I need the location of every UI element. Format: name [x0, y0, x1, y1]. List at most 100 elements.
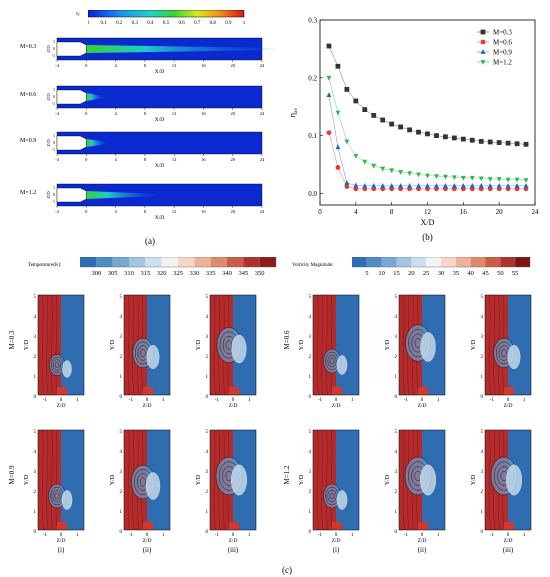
eta-colorbar-tick: 0: [88, 21, 90, 26]
x-tick-label: 1: [523, 398, 526, 403]
streamline: [330, 429, 333, 531]
temperature-half: [38, 430, 61, 530]
x-axis-label: Z/D: [332, 538, 341, 544]
vortex-lobe: [231, 334, 247, 364]
row-label: M=0.9: [20, 138, 37, 144]
y-tick-label: 3: [481, 335, 484, 340]
y-axis-label: Y/D: [299, 339, 305, 350]
data-point: [480, 49, 486, 54]
vortex-lobe: [146, 344, 160, 370]
x-tick-label: 0: [232, 398, 235, 403]
x-tick-label: 4: [114, 63, 117, 68]
y-tick-label: 0: [395, 395, 398, 400]
data-point: [362, 107, 368, 113]
eta-colorbar-tick: 0.4: [147, 21, 154, 26]
data-point: [434, 133, 439, 139]
vortex-contour: [52, 489, 62, 503]
data-point: [398, 124, 404, 130]
data-point: [425, 131, 430, 137]
temperature-colorbar-segment: [227, 257, 244, 267]
eta-contour-plot: -4 0 4 8 12 16 20 24 X/D 1 0 -1Z/D: [46, 183, 265, 220]
streamline: [321, 294, 324, 396]
plot-frame: [484, 429, 532, 531]
y-axis-label: Y/D: [196, 339, 202, 350]
y-tick-label: 0: [53, 94, 55, 99]
x-tick-label: 0: [421, 533, 424, 538]
y-tick-label: 0: [395, 530, 398, 535]
contour-plot: 5 4 3 2 1 0 -1 0 1 Z/D Y/D: [110, 294, 171, 409]
y-tick-label: 5: [34, 430, 37, 435]
x-axis-label: Z/D: [57, 538, 66, 544]
streamline: [51, 429, 53, 531]
x-tick-label: 20: [230, 157, 235, 162]
x-tick-label: 1: [76, 533, 79, 538]
x-tick-label: 1: [351, 398, 354, 403]
temperature-colorbar-segment: [80, 257, 97, 267]
vorticity-half: [61, 295, 84, 395]
data-point: [389, 183, 395, 188]
y-tick-label: 0: [34, 395, 37, 400]
y-axis-label: Y/D: [24, 339, 30, 350]
x-tick-label: 20: [230, 209, 235, 214]
y-tick-label: 1: [120, 510, 123, 515]
y-tick-label: 4: [34, 450, 37, 455]
y-axis-label: Y/D: [299, 474, 305, 485]
vorticity-half: [61, 430, 84, 530]
vortex-core: [323, 484, 341, 508]
x-tick-label: 0: [146, 533, 149, 538]
y-tick-label: 0: [481, 395, 484, 400]
vortex-lobe: [336, 355, 348, 375]
x-tick-label: -1: [490, 533, 495, 538]
x-tick-label: 0: [232, 533, 235, 538]
x-axis-label: X/D: [155, 117, 165, 122]
temperature-colorbar-tick: 350: [255, 270, 265, 277]
contour-plot: 5 4 3 2 1 0 -1 0 1 Z/D Y/D: [24, 294, 85, 409]
contour-plot: 5 4 3 2 1 0 -1 0 1 Z/D Y/D: [471, 294, 532, 409]
data-point: [425, 173, 430, 179]
x-tick-label: -4: [55, 209, 59, 214]
vorticity-colorbar: 5 10 15 20 25 30 35 40 45 50 55: [352, 257, 531, 277]
eta-colorbar-tick: 0.2: [116, 21, 123, 26]
series-M=0.3: [326, 43, 529, 147]
data-point: [487, 183, 493, 188]
x-tick-label: 4: [114, 209, 117, 214]
y-axis-label: Y/D: [471, 339, 477, 350]
nose-body: [56, 89, 87, 105]
data-point: [443, 174, 448, 180]
temperature-colorbar-label: Temperature(K):: [28, 263, 62, 268]
x-tick-label: 0: [85, 63, 88, 68]
y-axis-label-subscript: av: [293, 108, 299, 113]
vorticity-colorbar-segment: [485, 257, 501, 267]
coolant-jet: [86, 45, 275, 53]
y-tick-label: 0.0: [308, 190, 317, 198]
y-tick-label: 3: [120, 470, 123, 475]
temperature-colorbar: 300 305 310 315 320 325 330 335 340 345 350: [80, 257, 277, 277]
x-tick-label: 1: [437, 533, 440, 538]
x-tick-label: 12: [172, 111, 177, 116]
x-tick-label: -4: [55, 63, 59, 68]
temperature-colorbar-segment: [161, 257, 178, 267]
vorticity-colorbar-tick: 45: [482, 270, 489, 277]
data-point: [487, 177, 493, 182]
x-tick-label: 20: [496, 208, 504, 216]
data-point: [398, 170, 404, 175]
temperature-half: [313, 430, 336, 530]
vorticity-colorbar-tick: 15: [393, 270, 400, 277]
y-tick-label: 1: [53, 87, 55, 92]
y-tick-label: 1: [395, 510, 398, 515]
x-tick-label: 1: [248, 533, 251, 538]
x-tick-label: 1: [437, 398, 440, 403]
y-tick-label: 5: [395, 430, 398, 435]
jet-exit: [504, 522, 514, 530]
contour-plot: 5 4 3 2 1 0 -1 0 1 Z/D Y/D: [24, 429, 85, 544]
data-point: [371, 163, 377, 169]
jet-exit: [418, 522, 428, 530]
legend-label: M=1.2: [493, 59, 512, 67]
y-tick-label: 1: [395, 375, 398, 380]
data-point: [451, 175, 457, 181]
y-tick-label: 3: [34, 470, 37, 475]
y-tick-label: 2: [206, 355, 209, 360]
x-tick-label: 16: [201, 111, 206, 116]
x-tick-label: -1: [215, 398, 220, 403]
data-point: [371, 183, 377, 188]
